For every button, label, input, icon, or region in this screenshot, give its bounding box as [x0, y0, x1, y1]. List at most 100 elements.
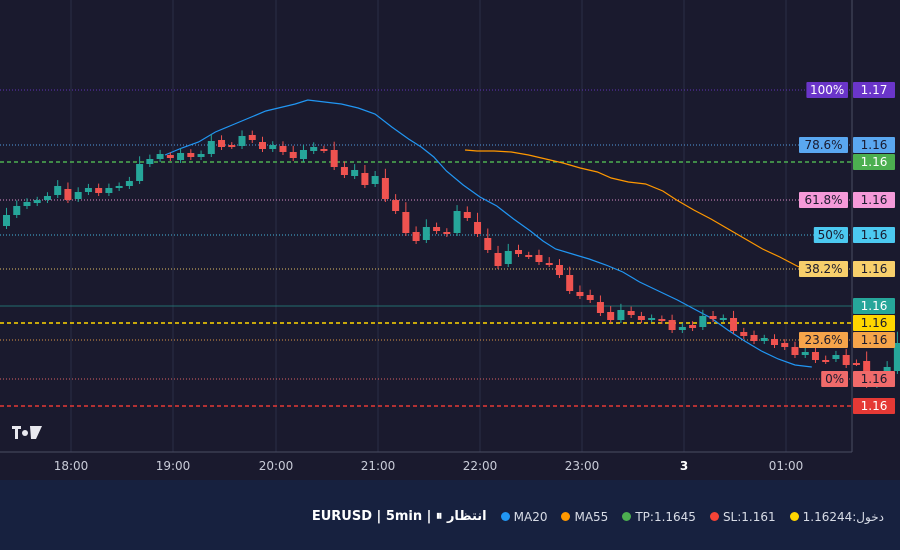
candle-body	[84, 188, 92, 192]
candle-body	[832, 355, 840, 359]
fib-price-label: 1.16	[861, 228, 888, 242]
x-tick-label: 01:00	[769, 459, 804, 473]
legend: EURUSD | 5min | ⏸ انتظار MA20 MA55 TP:1.16…	[312, 509, 884, 524]
candle-body	[340, 167, 348, 175]
candle-body	[596, 302, 604, 313]
fib-percent-tag	[799, 137, 848, 153]
candle-body	[402, 212, 410, 233]
legend-label: MA55	[574, 509, 609, 524]
candle-body	[811, 352, 819, 360]
level-price-label: 1.16	[861, 399, 888, 413]
fib-percent-tag	[799, 332, 848, 348]
candle-body	[146, 159, 154, 164]
legend-items: MA20 MA55 TP:1.1645 SL:1.161 دخول:1.16244	[500, 509, 884, 524]
level-price-tag	[853, 398, 895, 414]
candle-body	[781, 343, 789, 347]
candle-body	[842, 355, 850, 365]
candle-body	[95, 188, 103, 193]
fib-price-label: 1.16	[861, 372, 888, 386]
candle-body	[515, 250, 522, 254]
legend-item: TP:1.1645	[622, 510, 696, 524]
candle-body	[719, 318, 727, 320]
candle-body	[689, 325, 697, 328]
candle-body	[64, 189, 72, 200]
candle-body	[177, 153, 185, 160]
candle-body	[658, 319, 666, 321]
candle-body	[801, 352, 809, 355]
candle-body	[433, 227, 441, 231]
candle-body	[443, 232, 451, 234]
legend-label: MA20	[513, 509, 548, 524]
fib-percent-tag	[806, 82, 848, 98]
candle-body	[218, 140, 226, 147]
candle-body	[463, 212, 471, 218]
candle-body	[259, 142, 266, 149]
candle-body	[740, 332, 748, 336]
x-tick-label: 20:00	[259, 459, 294, 473]
fib-percent-label: 38.2%	[804, 262, 842, 276]
candle-body	[299, 150, 307, 159]
candle-body	[627, 311, 635, 315]
candle-body	[371, 176, 379, 184]
fib-percent-label: 100%	[810, 83, 844, 97]
level-price-label: 1.16	[861, 299, 888, 313]
level-price-tag	[853, 315, 895, 331]
fib-percent-label: 78.6%	[804, 138, 842, 152]
candle-body	[494, 253, 502, 266]
fib-price-label: 1.16	[861, 333, 888, 347]
legend-dot	[500, 512, 510, 521]
legend-item: SL:1.161	[709, 510, 776, 524]
footer-bar: EURUSD | 5min | ⏸ انتظار MA20 MA55 TP:1.16…	[0, 480, 900, 550]
legend-item: دخول:1.16244	[789, 509, 884, 524]
candle-body	[760, 338, 768, 341]
fib-percent-label: 0%	[825, 372, 844, 386]
candle-body	[166, 155, 174, 158]
fib-price-tag	[853, 332, 895, 348]
watermark-logo	[12, 426, 42, 439]
candle-body	[709, 316, 717, 319]
fib-price-tag	[853, 82, 895, 98]
fib-price-label: 1.16	[861, 138, 888, 152]
candle-body	[504, 251, 512, 264]
candle-body	[238, 136, 246, 146]
candle-body	[555, 265, 563, 275]
price-chart[interactable]: 100% 1.17 78.6% 1.16 61.8% 1.16 50% 1.16 38.2% 1.…	[0, 0, 900, 480]
legend-label: TP:1.1645	[635, 509, 696, 524]
candle-body	[474, 222, 482, 234]
candle-body	[545, 263, 553, 265]
legend-label: دخول:1.16244	[802, 509, 884, 524]
candle-body	[279, 146, 287, 152]
candle-body	[586, 295, 594, 300]
candle-body	[310, 147, 318, 151]
legend-item: MA55	[561, 510, 608, 524]
candle-body	[228, 145, 236, 147]
candle-body	[668, 320, 676, 330]
candle-body	[730, 318, 738, 331]
level-price-label: 1.16	[861, 155, 888, 169]
candle-body	[54, 186, 62, 195]
candle-body	[852, 363, 860, 365]
candle-body	[699, 316, 707, 327]
candle-body	[74, 192, 82, 199]
chart-title: EURUSD | 5min | ⏸ انتظار	[311, 509, 487, 524]
candle-body	[453, 211, 461, 233]
candle-body	[330, 150, 338, 167]
candle-body	[412, 232, 420, 241]
candle-body	[115, 186, 123, 188]
candle-body	[23, 202, 31, 206]
fib-price-tag	[853, 371, 895, 387]
candle-body	[607, 312, 615, 320]
candle-body	[197, 154, 205, 157]
candle-body	[33, 200, 41, 203]
candle-body	[648, 318, 656, 320]
ma55-line	[464, 149, 811, 273]
candle-body	[484, 238, 492, 250]
level-price-label: 1.16	[861, 316, 888, 330]
candle-body	[822, 360, 830, 362]
level-price-tag	[853, 298, 895, 314]
legend-dot	[561, 512, 571, 521]
fib-percent-tag	[799, 261, 848, 277]
candle-body	[566, 275, 574, 291]
candle-body	[883, 367, 891, 374]
candle-body	[617, 310, 625, 320]
